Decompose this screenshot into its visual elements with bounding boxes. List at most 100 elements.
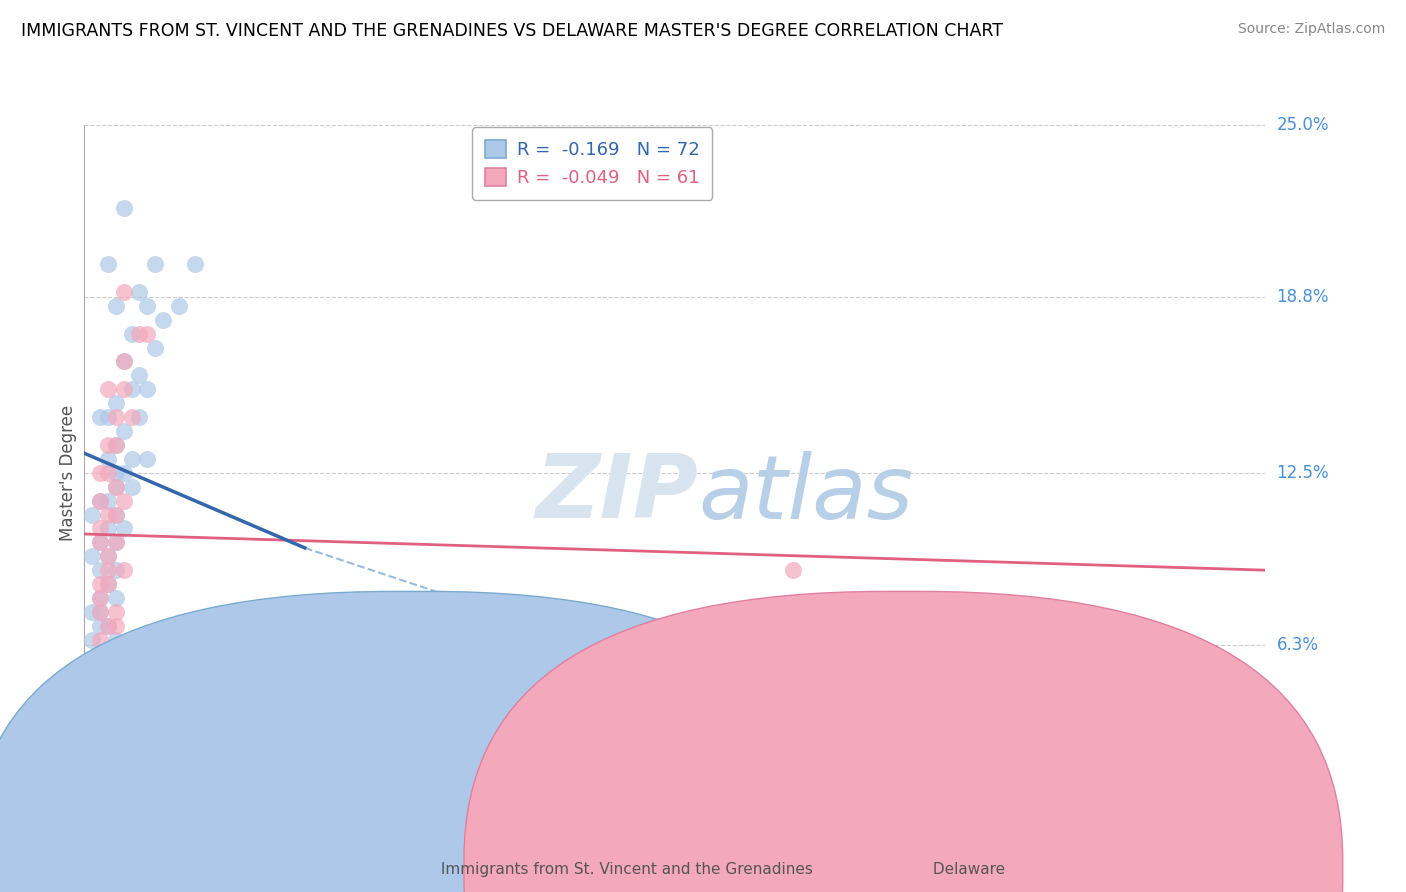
Point xyxy=(112,354,135,368)
Text: 25.0%: 25.0% xyxy=(1277,116,1329,134)
Point xyxy=(97,508,120,522)
Point xyxy=(89,605,111,619)
Point xyxy=(89,605,111,619)
Point xyxy=(136,451,159,466)
Point xyxy=(546,660,568,674)
Point xyxy=(121,451,143,466)
Point xyxy=(97,716,120,731)
Point xyxy=(89,647,111,661)
Point xyxy=(97,521,120,535)
Point xyxy=(89,758,111,772)
Point xyxy=(89,674,111,689)
Point xyxy=(82,772,104,786)
Point xyxy=(82,674,104,689)
Point xyxy=(104,535,127,549)
Text: IMMIGRANTS FROM ST. VINCENT AND THE GRENADINES VS DELAWARE MASTER'S DEGREE CORRE: IMMIGRANTS FROM ST. VINCENT AND THE GREN… xyxy=(21,22,1002,40)
Legend: R =  -0.169   N = 72, R =  -0.049   N = 61: R = -0.169 N = 72, R = -0.049 N = 61 xyxy=(472,127,713,200)
Point xyxy=(82,811,104,825)
Point xyxy=(89,619,111,633)
Point xyxy=(112,493,135,508)
Point xyxy=(121,410,143,425)
Point xyxy=(82,660,104,674)
Point xyxy=(89,786,111,800)
Point xyxy=(89,758,111,772)
Point xyxy=(112,660,135,674)
Point xyxy=(104,591,127,605)
Point xyxy=(89,811,111,825)
Point xyxy=(97,549,120,564)
Point xyxy=(136,326,159,341)
Point xyxy=(104,674,127,689)
Point xyxy=(89,689,111,703)
Point xyxy=(104,716,127,731)
Point xyxy=(782,563,804,577)
Point xyxy=(167,299,190,313)
Point xyxy=(104,508,127,522)
Point xyxy=(89,811,111,825)
Point xyxy=(89,535,111,549)
Point xyxy=(89,702,111,716)
Text: Delaware: Delaware xyxy=(928,863,1005,877)
Point xyxy=(89,521,111,535)
Point xyxy=(82,808,104,822)
Point xyxy=(97,619,120,633)
Point xyxy=(112,424,135,438)
Point xyxy=(104,410,127,425)
Point xyxy=(128,410,150,425)
Point xyxy=(97,808,120,822)
Point xyxy=(89,632,111,647)
Point xyxy=(97,410,120,425)
Text: ZIP: ZIP xyxy=(536,450,699,537)
Point xyxy=(89,647,111,661)
Point xyxy=(104,299,127,313)
Point xyxy=(136,382,159,396)
Text: 12.5%: 12.5% xyxy=(1277,464,1329,482)
Point xyxy=(136,299,159,313)
Point xyxy=(82,799,104,814)
Point xyxy=(104,466,127,480)
Point xyxy=(89,410,111,425)
Point xyxy=(104,647,127,661)
Point xyxy=(89,493,111,508)
Point xyxy=(112,799,135,814)
Point xyxy=(82,811,104,825)
Point xyxy=(89,799,111,814)
Point xyxy=(121,702,143,716)
Point xyxy=(97,257,120,271)
Point xyxy=(143,257,166,271)
Point xyxy=(82,805,104,820)
Text: 18.8%: 18.8% xyxy=(1277,288,1329,307)
Point xyxy=(97,799,120,814)
Point xyxy=(97,577,120,591)
Point xyxy=(128,326,150,341)
Point xyxy=(89,689,111,703)
Point xyxy=(97,577,120,591)
Text: Source: ZipAtlas.com: Source: ZipAtlas.com xyxy=(1237,22,1385,37)
Point xyxy=(152,312,174,326)
Point xyxy=(97,493,120,508)
Point xyxy=(97,438,120,452)
Point xyxy=(104,508,127,522)
Point xyxy=(97,730,120,744)
Point xyxy=(183,257,205,271)
Point xyxy=(89,563,111,577)
Point xyxy=(143,341,166,355)
Point xyxy=(82,508,104,522)
Point xyxy=(104,438,127,452)
Point xyxy=(89,577,111,591)
Point xyxy=(112,563,135,577)
Point xyxy=(97,563,120,577)
Point xyxy=(82,772,104,786)
Point xyxy=(89,493,111,508)
Point xyxy=(104,480,127,494)
Point xyxy=(104,438,127,452)
Text: atlas: atlas xyxy=(699,450,914,537)
Point xyxy=(82,758,104,772)
Point xyxy=(112,354,135,368)
Point xyxy=(97,382,120,396)
Point xyxy=(97,660,120,674)
Point xyxy=(97,619,120,633)
Point xyxy=(121,326,143,341)
Point xyxy=(89,799,111,814)
Point xyxy=(82,605,104,619)
